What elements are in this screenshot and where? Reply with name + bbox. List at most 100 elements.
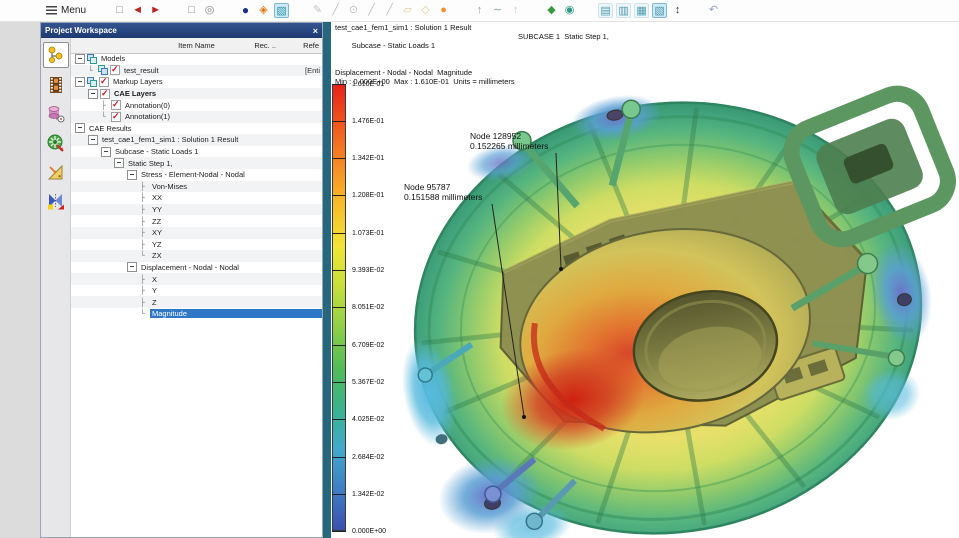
panel-viewport-divider[interactable]: [323, 22, 331, 538]
tree-checkbox[interactable]: [100, 88, 110, 99]
menu-icon[interactable]: [46, 6, 57, 15]
simulation-navigator-icon[interactable]: [42, 42, 69, 68]
tree-row[interactable]: CAE Results: [71, 123, 322, 135]
zoom-region-icon[interactable]: □: [188, 4, 195, 16]
measurement-icon[interactable]: [44, 160, 68, 184]
tree-expander-icon[interactable]: └: [140, 309, 145, 319]
sketch-line-icon[interactable]: ╱: [332, 4, 339, 16]
tree-expander-icon[interactable]: [75, 76, 85, 87]
tree-row[interactable]: Markup Layers: [71, 76, 322, 88]
column-item-name[interactable]: Item Name: [178, 41, 215, 50]
tree-expander-icon[interactable]: ├: [140, 239, 145, 249]
legend-entry: 1.342E-01: [332, 154, 402, 164]
tree-row[interactable]: Subcase - Static Loads 1: [71, 146, 322, 158]
tree-row[interactable]: └ Annotation(1): [71, 111, 322, 123]
tree-row[interactable]: Static Step 1,: [71, 157, 322, 169]
animation-icon[interactable]: [44, 73, 68, 97]
sketch-circle-icon[interactable]: ⊙: [348, 4, 359, 16]
results-icon[interactable]: [44, 131, 68, 155]
view-cube-icon[interactable]: ▧: [274, 3, 290, 18]
tree-row[interactable]: CAE Layers: [71, 88, 322, 100]
post-processing-icon[interactable]: [44, 102, 68, 126]
comparison-icon[interactable]: [44, 189, 68, 213]
tree-expander-icon[interactable]: ├: [140, 216, 145, 226]
legend-value: 5.367E-02: [352, 379, 385, 387]
tree-expander-icon[interactable]: ├: [140, 274, 145, 284]
sketch-line3-icon[interactable]: ╱: [386, 4, 393, 16]
tree-item-label: X: [152, 274, 158, 284]
tree-row[interactable]: ├ Annotation(0): [71, 99, 322, 111]
tree-row[interactable]: ├ ZZ: [71, 215, 322, 227]
tree-expander-icon[interactable]: [88, 88, 98, 99]
tree-checkbox[interactable]: [111, 99, 121, 111]
tree-expander-icon[interactable]: └: [140, 251, 145, 261]
tree-row[interactable]: ├ Z: [71, 296, 322, 309]
column-rec[interactable]: Rec. ..: [254, 41, 276, 50]
tree-expander-icon[interactable]: [101, 146, 111, 157]
tree-expander-icon[interactable]: ├: [140, 297, 145, 307]
tree-row[interactable]: ├ YZ: [71, 239, 322, 251]
menu-button[interactable]: Menu: [61, 5, 87, 16]
orient-3d-icon[interactable]: ◈: [259, 4, 268, 16]
tree-row[interactable]: └ test_result [Enti: [71, 64, 322, 77]
sketch-copy-icon[interactable]: ▱: [403, 4, 412, 16]
tree-row[interactable]: └ ZX: [71, 250, 322, 262]
tree-expander-icon[interactable]: [127, 262, 137, 273]
arrow-straight-icon[interactable]: ↑: [476, 4, 483, 16]
tree-expander-icon[interactable]: ├: [140, 228, 145, 238]
main-toolbar: Menu □ ◄ ► □ ◎ ● ◈ ▧: [0, 0, 959, 22]
column-ref[interactable]: Refe: [303, 41, 319, 50]
tree-checkbox[interactable]: [99, 76, 109, 87]
tree-expander-icon[interactable]: [114, 158, 124, 169]
view-refresh-icon[interactable]: ▧: [652, 3, 668, 18]
tree-expander-icon[interactable]: ├: [140, 193, 145, 203]
sketch-pencil-icon[interactable]: ✎: [312, 4, 323, 16]
tree-row[interactable]: ├ YY: [71, 203, 322, 216]
find-binoculars-icon[interactable]: ◎: [204, 4, 215, 16]
tree-row[interactable]: ├ XY: [71, 226, 322, 239]
tree-row[interactable]: test_cae1_fem1_sim1 : Solution 1 Result: [71, 134, 322, 146]
tree-row[interactable]: ├ Y: [71, 285, 322, 297]
tree-row[interactable]: Stress - Element-Nodal - Nodal: [71, 169, 322, 181]
view-fit-icon[interactable]: ▥: [616, 3, 632, 18]
tree-expander-icon[interactable]: [75, 123, 85, 134]
tree-expander-icon[interactable]: └: [88, 65, 93, 75]
close-icon[interactable]: ×: [312, 25, 318, 36]
arrow-dashed-icon[interactable]: ↑: [512, 4, 519, 16]
tree-row[interactable]: ├ Von-Mises: [71, 180, 322, 193]
graphics-viewport[interactable]: test_cae1_fem1_sim1 : Solution 1 Result …: [331, 22, 959, 538]
tree-expander-icon[interactable]: └: [101, 112, 106, 122]
3d-model-canvas[interactable]: Node 128952 0.152265 millimeters Node 95…: [331, 22, 959, 538]
tree-checkbox[interactable]: [110, 64, 120, 76]
tree-expander-icon[interactable]: [75, 53, 85, 64]
undo-icon[interactable]: ↶: [708, 4, 719, 16]
tree-expander-icon[interactable]: [88, 134, 98, 145]
tree-expander-icon[interactable]: ├: [140, 205, 145, 215]
vertical-resize-icon[interactable]: ↕: [674, 4, 681, 16]
tree-expander-icon[interactable]: [127, 169, 137, 180]
legend-entry: 5.367E-02: [332, 378, 402, 388]
tree-expander-icon[interactable]: ├: [140, 181, 145, 191]
selection-box-icon[interactable]: □: [116, 4, 123, 16]
tree-row[interactable]: └ Magnitude: [71, 308, 322, 320]
legend-tick: [332, 307, 346, 309]
tree-checkbox[interactable]: [111, 111, 121, 122]
view-zoom-icon[interactable]: ▤: [598, 3, 614, 18]
datum-point-icon[interactable]: ●: [440, 4, 447, 16]
next-marker-icon[interactable]: ►: [150, 4, 161, 16]
spline-icon[interactable]: ∼: [492, 4, 503, 16]
shaded-sphere-icon[interactable]: ●: [241, 3, 250, 17]
tree-expander-icon[interactable]: ├: [101, 100, 106, 110]
datum-plane-icon[interactable]: ◇: [421, 4, 430, 16]
constraint-tool-icon[interactable]: ◆: [547, 4, 556, 16]
tree-row[interactable]: ├ XX: [71, 192, 322, 204]
tree-row[interactable]: Displacement - Nodal - Nodal: [71, 262, 322, 274]
tree-row[interactable]: Models: [71, 53, 322, 65]
previous-marker-icon[interactable]: ◄: [132, 4, 143, 16]
legend-labels: 1.610E-01 1.476E-01 1.342E-01 1.: [332, 79, 402, 537]
tree-expander-icon[interactable]: ├: [140, 286, 145, 296]
tree-row[interactable]: ├ X: [71, 273, 322, 285]
sketch-line2-icon[interactable]: ╱: [368, 4, 375, 16]
globe-icon[interactable]: ◉: [564, 4, 575, 16]
view-fill-width-icon[interactable]: ▦: [634, 3, 650, 18]
